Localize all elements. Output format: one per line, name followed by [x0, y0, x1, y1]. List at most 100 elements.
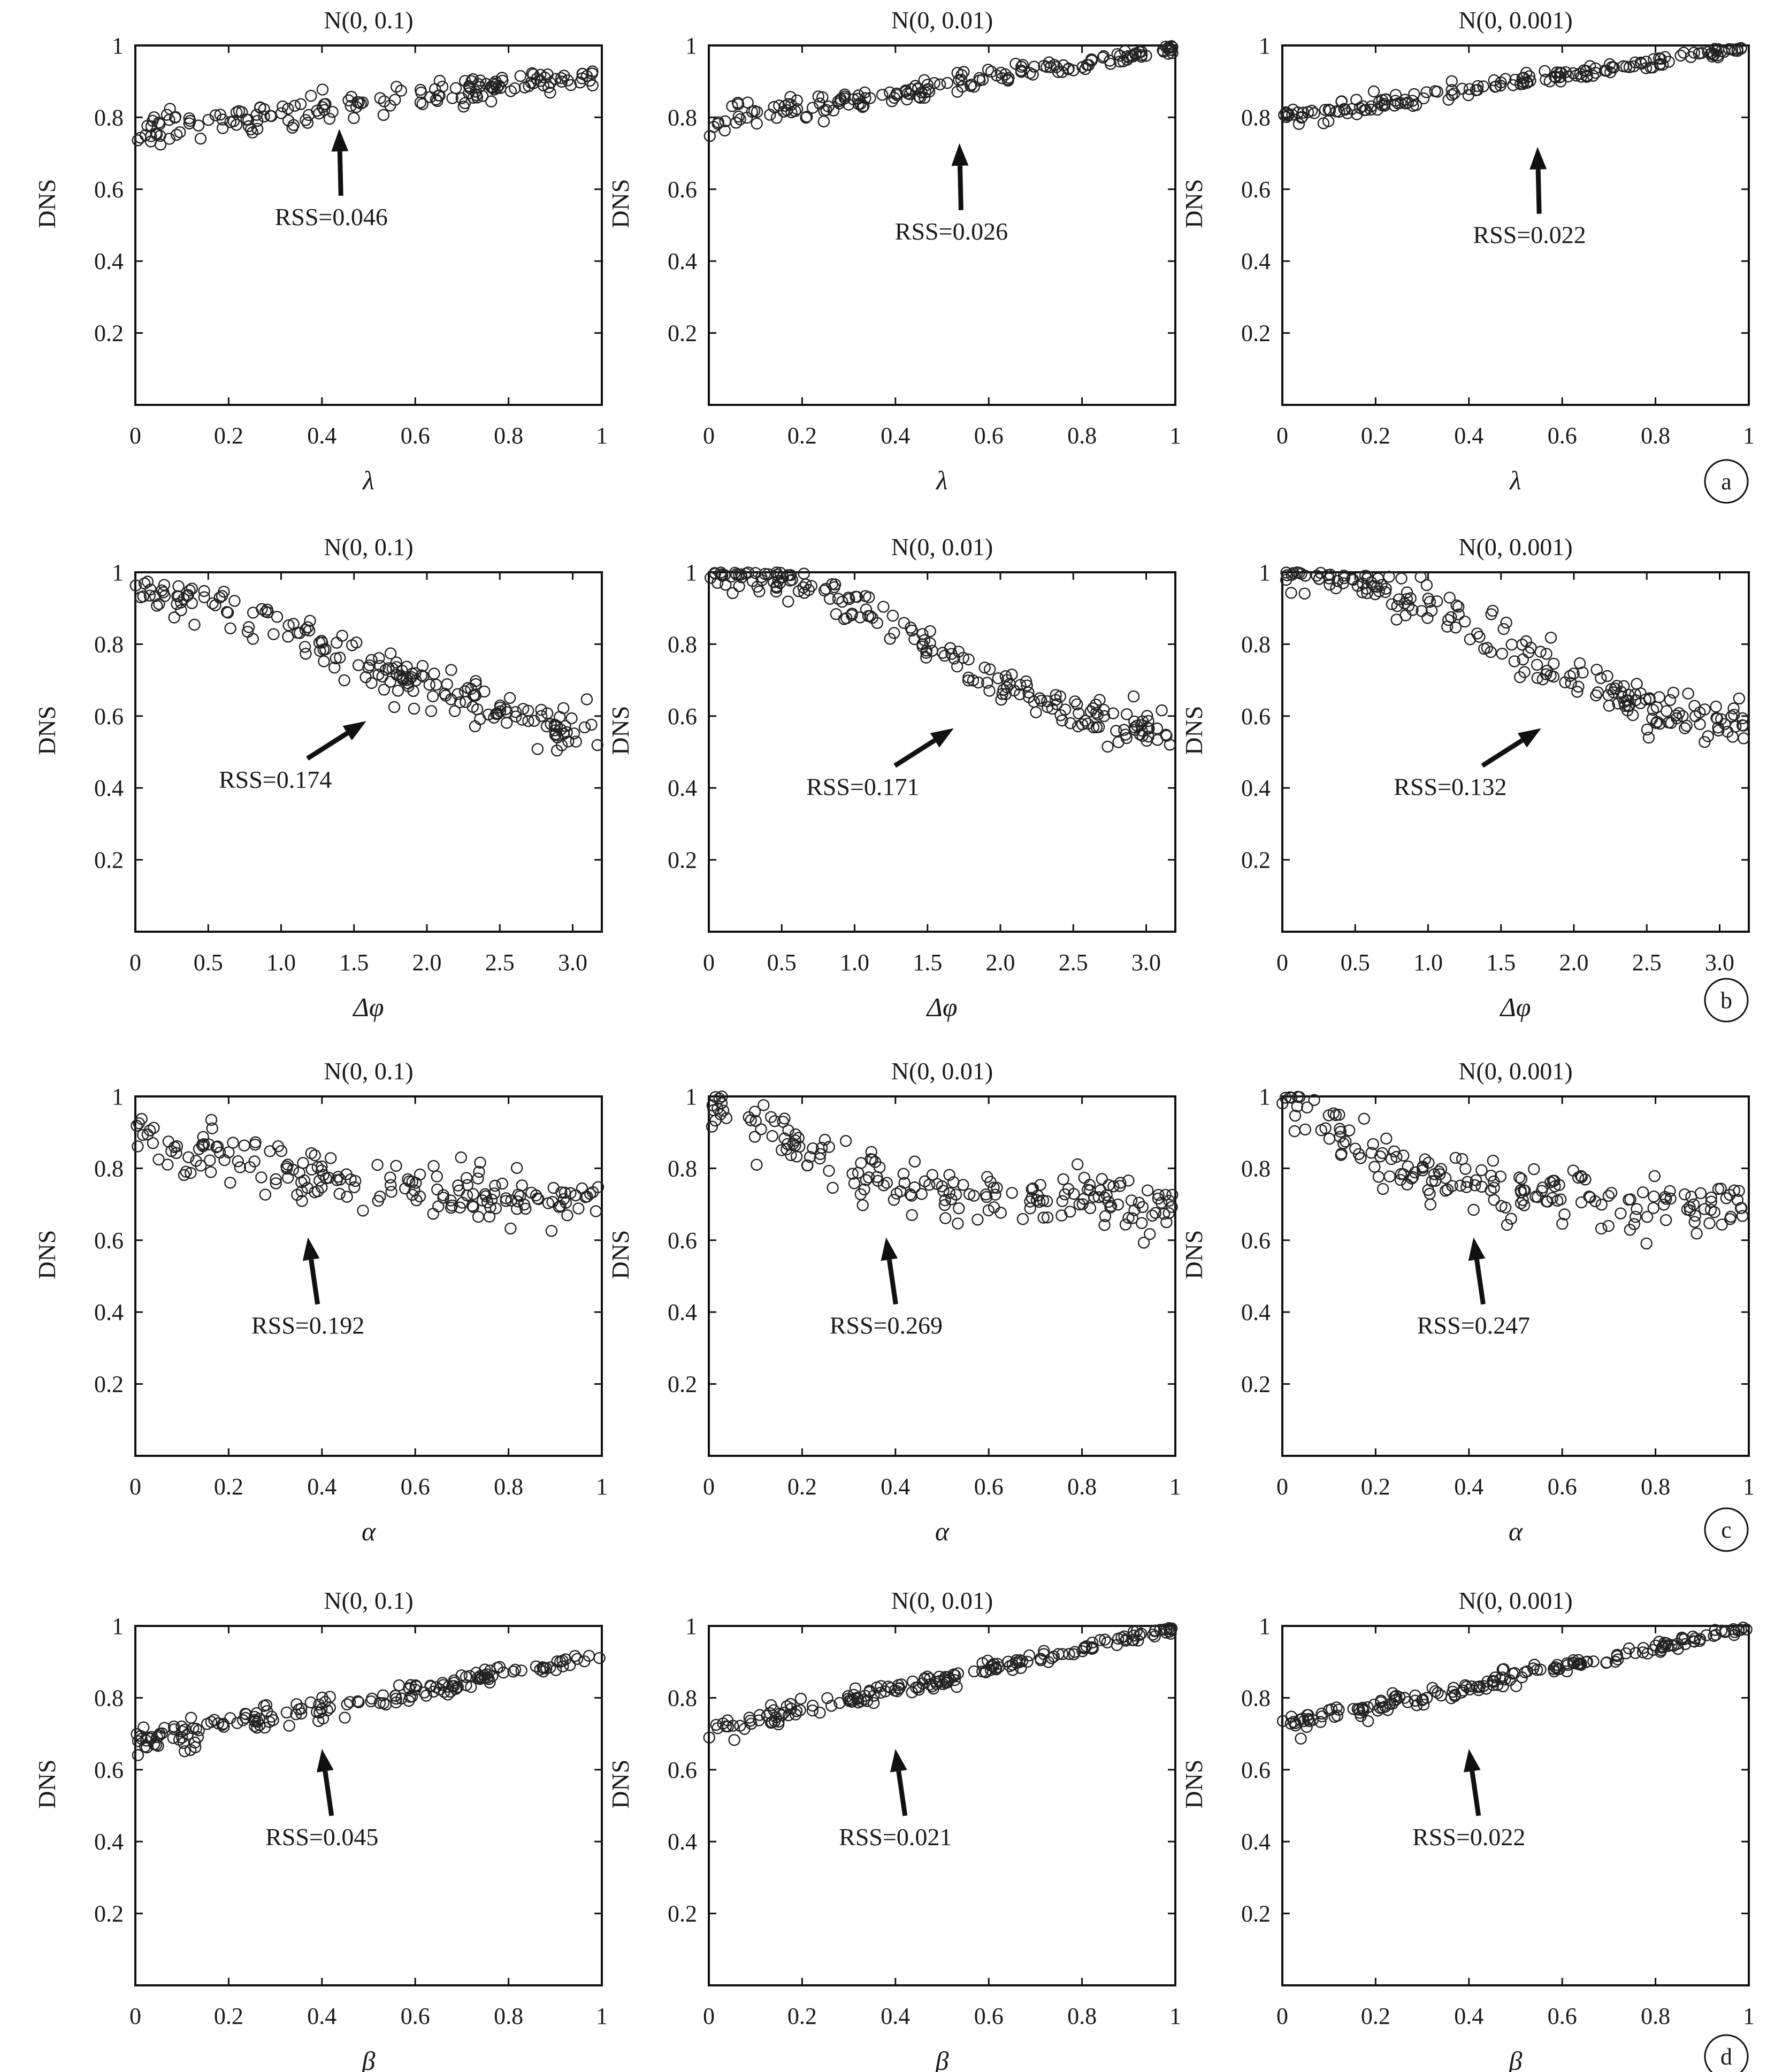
- data-point: [1487, 1154, 1500, 1167]
- data-point: [496, 1177, 509, 1190]
- data-point: [251, 1722, 263, 1734]
- data-point: [1383, 1170, 1396, 1183]
- x-tick-label: 2.5: [1059, 949, 1088, 976]
- x-axis-label: λ: [935, 465, 948, 495]
- data-point: [1609, 682, 1621, 695]
- x-tick-label: 0.2: [214, 2003, 243, 2029]
- data-point: [1280, 106, 1292, 119]
- data-point: [1564, 670, 1577, 682]
- data-point: [427, 1208, 439, 1220]
- data-point: [193, 1143, 205, 1155]
- x-tick-label: 0: [703, 949, 715, 976]
- data-point: [1161, 42, 1174, 55]
- data-point: [1409, 1166, 1421, 1179]
- data-point: [759, 567, 771, 580]
- data-point: [901, 93, 913, 106]
- data-point: [390, 656, 403, 669]
- data-point: [376, 670, 388, 683]
- data-point: [1149, 1630, 1161, 1643]
- data-point: [1711, 712, 1724, 725]
- data-point: [1004, 1660, 1016, 1672]
- data-point: [1015, 66, 1028, 78]
- data-point: [1429, 1175, 1442, 1187]
- data-point: [535, 703, 547, 716]
- data-point: [1374, 1701, 1386, 1714]
- data-point: [1682, 687, 1694, 700]
- data-point: [1727, 702, 1740, 715]
- data-point: [1059, 1188, 1071, 1201]
- data-point: [1347, 1702, 1360, 1715]
- data-point: [1030, 706, 1042, 719]
- data-point: [182, 1151, 195, 1163]
- data-point: [238, 1139, 250, 1152]
- data-point: [1101, 1636, 1114, 1649]
- x-tick-label: 3.0: [558, 949, 587, 976]
- data-point: [1000, 681, 1013, 694]
- y-tick-label: 0.6: [94, 176, 124, 203]
- data-point: [1419, 1153, 1432, 1165]
- data-point: [1684, 1204, 1696, 1217]
- y-tick-label: 1: [112, 33, 124, 59]
- data-point: [1710, 700, 1722, 713]
- y-tick-label: 1: [1259, 559, 1271, 586]
- data-point: [1647, 1644, 1659, 1656]
- data-point: [1560, 1657, 1573, 1670]
- data-point: [571, 1653, 584, 1665]
- data-point: [1694, 1187, 1707, 1200]
- panel-title: N(0, 0.01): [891, 1587, 993, 1614]
- data-point: [341, 1698, 353, 1710]
- data-point: [514, 70, 526, 82]
- y-tick-label: 0.2: [1241, 847, 1271, 873]
- data-point: [309, 1149, 321, 1162]
- data-point: [1480, 1683, 1493, 1695]
- data-point: [1285, 587, 1297, 599]
- data-point: [1087, 1642, 1099, 1655]
- x-tick-label: 0.4: [307, 2003, 336, 2029]
- data-point: [1100, 1189, 1113, 1201]
- annotation-arrow: [309, 1259, 320, 1305]
- data-point: [1054, 690, 1067, 703]
- rss-annotation: RSS=0.021: [839, 1823, 952, 1851]
- data-point: [470, 675, 482, 687]
- data-point: [562, 74, 574, 87]
- data-point: [472, 1210, 485, 1223]
- data-point: [1302, 1713, 1314, 1725]
- scatter-points: [132, 65, 599, 151]
- data-point: [1464, 633, 1477, 646]
- data-point: [1630, 694, 1642, 707]
- data-point: [210, 1141, 223, 1154]
- data-point: [1424, 1198, 1437, 1211]
- y-axis-label: DNS: [1180, 1760, 1207, 1809]
- data-point: [1499, 1201, 1512, 1214]
- data-point: [427, 1685, 440, 1698]
- x-tick-label: 1: [1169, 423, 1181, 449]
- data-point: [790, 1705, 803, 1717]
- data-point: [1660, 1637, 1673, 1649]
- data-point: [516, 713, 529, 726]
- data-point: [1406, 95, 1419, 107]
- data-point: [1441, 1183, 1454, 1196]
- data-point: [751, 1158, 763, 1171]
- row-label-circle: [1704, 459, 1749, 504]
- y-tick-label: 0.8: [1241, 631, 1271, 657]
- data-point: [1151, 722, 1164, 735]
- data-point: [431, 1170, 443, 1183]
- data-point: [825, 1700, 838, 1712]
- data-point: [1650, 701, 1663, 713]
- data-point: [448, 705, 461, 717]
- data-point: [1674, 49, 1687, 62]
- data-point: [1518, 1184, 1530, 1196]
- data-point: [1331, 574, 1344, 587]
- data-point: [248, 1155, 261, 1168]
- data-point: [350, 636, 363, 649]
- x-tick-label: 0.4: [1454, 423, 1483, 449]
- y-tick-label: 0.6: [668, 176, 697, 203]
- data-point: [212, 1717, 224, 1730]
- data-point: [386, 662, 399, 675]
- data-point: [1727, 1623, 1740, 1636]
- data-point: [1301, 1101, 1313, 1114]
- data-point: [1099, 1210, 1112, 1223]
- plot-frame: [708, 571, 1176, 933]
- data-point: [1372, 1705, 1384, 1717]
- data-point: [775, 1144, 788, 1156]
